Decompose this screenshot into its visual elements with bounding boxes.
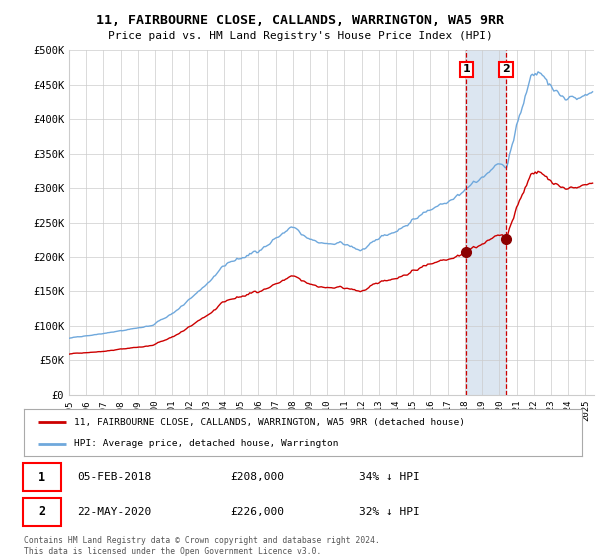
Text: 2: 2 (38, 505, 46, 518)
Text: Price paid vs. HM Land Registry's House Price Index (HPI): Price paid vs. HM Land Registry's House … (107, 31, 493, 41)
Text: 1: 1 (463, 64, 470, 74)
Text: 34% ↓ HPI: 34% ↓ HPI (359, 473, 419, 482)
Text: Contains HM Land Registry data © Crown copyright and database right 2024.
This d: Contains HM Land Registry data © Crown c… (24, 536, 380, 556)
Text: 11, FAIRBOURNE CLOSE, CALLANDS, WARRINGTON, WA5 9RR: 11, FAIRBOURNE CLOSE, CALLANDS, WARRINGT… (96, 14, 504, 27)
Text: 11, FAIRBOURNE CLOSE, CALLANDS, WARRINGTON, WA5 9RR (detached house): 11, FAIRBOURNE CLOSE, CALLANDS, WARRINGT… (74, 418, 465, 427)
Text: HPI: Average price, detached house, Warrington: HPI: Average price, detached house, Warr… (74, 439, 339, 448)
FancyBboxPatch shape (23, 464, 61, 492)
FancyBboxPatch shape (23, 498, 61, 526)
Text: 05-FEB-2018: 05-FEB-2018 (77, 473, 151, 482)
Text: 1: 1 (38, 471, 46, 484)
Text: 2: 2 (502, 64, 510, 74)
Bar (466, 50, 506, 395)
Text: £208,000: £208,000 (230, 473, 284, 482)
Text: £226,000: £226,000 (230, 507, 284, 517)
Text: 32% ↓ HPI: 32% ↓ HPI (359, 507, 419, 517)
Text: 22-MAY-2020: 22-MAY-2020 (77, 507, 151, 517)
